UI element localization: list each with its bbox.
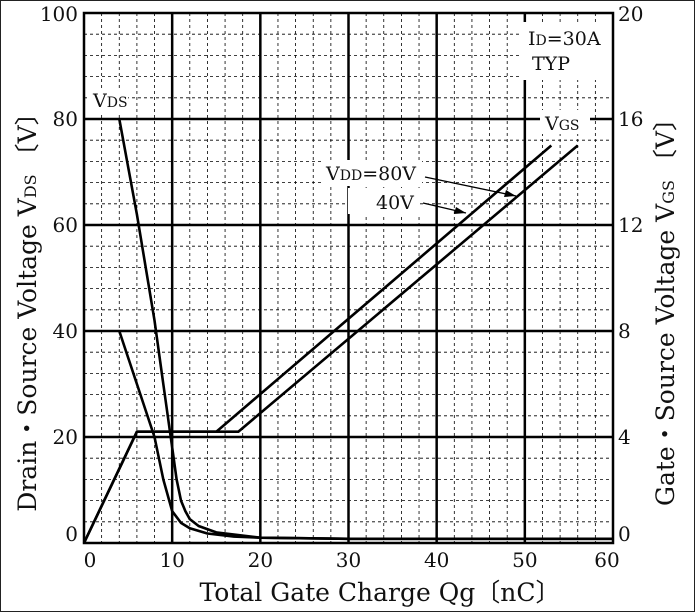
vdd-40v-label-part-0: 40V: [376, 192, 414, 214]
right-axis-title-unit: 〔V〕: [651, 106, 680, 174]
x-tick-label: 50: [512, 548, 537, 572]
typical-label: TYP: [532, 53, 570, 75]
left-axis-title-main: Drain・Source Voltage V: [13, 197, 42, 511]
vdd-80v-label-part-2: =80V: [362, 163, 416, 185]
left-y-tick-label: 60: [53, 213, 78, 237]
vdd-40v-label: 40V: [376, 192, 414, 214]
right-axis-title-main: Gate・Source Voltage V: [651, 203, 680, 506]
x-tick-label: 20: [248, 548, 273, 572]
right-y-tick-label: 16: [618, 107, 643, 131]
right-axis-title-sub: GS: [659, 180, 678, 204]
x-tick-label: 60: [594, 548, 619, 572]
left-y-tick-label: 100: [40, 2, 78, 26]
drain-current-label-part-0: I: [528, 28, 536, 50]
vdd-80v-label-part-1: DD: [340, 168, 362, 184]
right-y-tick-label: 8: [618, 319, 631, 343]
x-tick-label: 40: [424, 548, 449, 572]
left-y-tick-label: 0: [65, 522, 78, 546]
vds-curve-label-part-0: V: [92, 90, 107, 112]
vdd-80v-label-part-0: V: [325, 163, 340, 185]
plot-frame: [82, 11, 615, 545]
vdd40-arrowhead: [454, 207, 466, 214]
x-tick-label: 10: [159, 548, 184, 572]
vds-label-background: [88, 88, 128, 112]
typical-label-part-0: TYP: [532, 53, 570, 75]
left-y-tick-label: 40: [53, 319, 78, 343]
vdd80-label-background: [322, 160, 422, 186]
vds-curve-label-part-1: DS: [107, 95, 128, 111]
vdd-80v-label: VDD=80V: [325, 163, 416, 185]
right-y-tick-label: 20: [618, 2, 643, 26]
right-y-tick-label: 4: [618, 425, 631, 449]
series-line-vds-vdd-40v: [118, 330, 613, 541]
x-tick-label: 0: [84, 548, 97, 572]
right-y-tick-label: 12: [618, 213, 643, 237]
left-y-tick-label: 80: [53, 107, 78, 131]
curves: [82, 118, 613, 544]
vdd40-label-background: [348, 188, 420, 214]
x-axis-title: Total Gate Charge Qg〔nC〕: [200, 578, 561, 607]
x-tick-label: 30: [336, 548, 361, 572]
left-axis-title-sub: DS: [21, 174, 40, 198]
right-y-tick-label: 0: [618, 522, 631, 546]
id-label-background: [522, 22, 610, 80]
left-axis-title-unit: 〔V〕: [13, 100, 42, 168]
vgs-label-background: [540, 110, 590, 134]
drain-current-label: ID=30A: [528, 28, 601, 50]
vgs-curve-label-part-1: GS: [559, 118, 580, 134]
drain-current-label-part-2: =30A: [547, 28, 601, 50]
drain-current-label-part-1: D: [536, 33, 547, 49]
vds-curve-label: VDS: [92, 90, 128, 112]
left-axis-title: Drain・Source Voltage VDS 〔V〕: [13, 100, 42, 511]
series-line-vgs-vdd-80v: [82, 144, 579, 544]
vdd80-arrowhead: [504, 190, 516, 197]
vgs-curve-label-part-0: V: [544, 113, 559, 135]
vgs-curve-label: VGS: [544, 113, 580, 135]
left-y-tick-label: 20: [53, 425, 78, 449]
vdd80-leader-line: [424, 176, 517, 197]
right-axis-title: Gate・Source Voltage VGS 〔V〕: [651, 106, 680, 506]
